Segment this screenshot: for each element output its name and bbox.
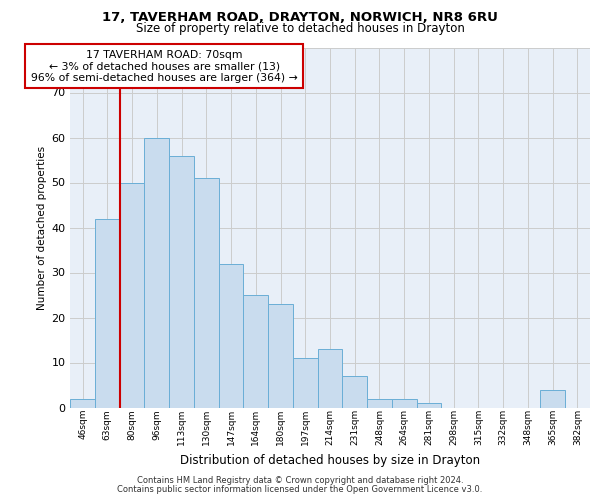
Bar <box>194 178 218 408</box>
Bar <box>541 390 565 407</box>
Y-axis label: Number of detached properties: Number of detached properties <box>37 146 47 310</box>
Bar <box>244 295 268 408</box>
Text: 17 TAVERHAM ROAD: 70sqm
← 3% of detached houses are smaller (13)
96% of semi-det: 17 TAVERHAM ROAD: 70sqm ← 3% of detached… <box>31 50 298 83</box>
Bar <box>317 349 343 408</box>
X-axis label: Distribution of detached houses by size in Drayton: Distribution of detached houses by size … <box>180 454 480 466</box>
Bar <box>392 398 416 407</box>
Bar <box>218 264 244 408</box>
Bar <box>416 403 442 407</box>
Bar <box>268 304 293 408</box>
Text: Size of property relative to detached houses in Drayton: Size of property relative to detached ho… <box>136 22 464 35</box>
Bar <box>367 398 392 407</box>
Bar <box>70 398 95 407</box>
Text: Contains public sector information licensed under the Open Government Licence v3: Contains public sector information licen… <box>118 484 482 494</box>
Bar <box>145 138 169 407</box>
Text: 17, TAVERHAM ROAD, DRAYTON, NORWICH, NR8 6RU: 17, TAVERHAM ROAD, DRAYTON, NORWICH, NR8… <box>102 11 498 24</box>
Text: Contains HM Land Registry data © Crown copyright and database right 2024.: Contains HM Land Registry data © Crown c… <box>137 476 463 485</box>
Bar <box>343 376 367 408</box>
Bar <box>169 156 194 408</box>
Bar <box>119 182 145 408</box>
Bar <box>293 358 317 408</box>
Bar <box>95 218 119 408</box>
